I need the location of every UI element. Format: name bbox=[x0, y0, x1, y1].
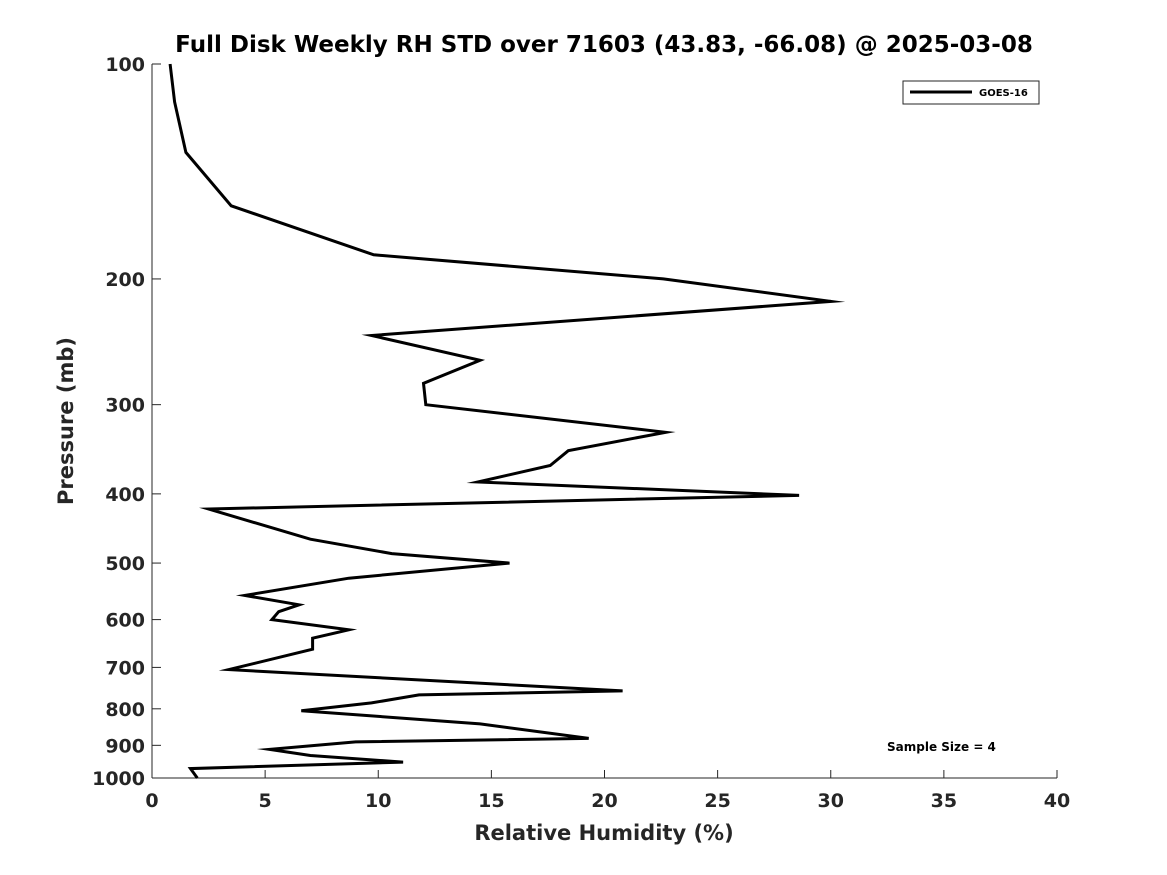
y-tick-label: 900 bbox=[105, 735, 145, 757]
y-tick-label: 200 bbox=[105, 269, 145, 291]
x-tick-label: 35 bbox=[931, 790, 957, 812]
x-axis-label: Relative Humidity (%) bbox=[474, 821, 733, 845]
chart-title: Full Disk Weekly RH STD over 71603 (43.8… bbox=[175, 32, 1033, 58]
x-tick-label: 0 bbox=[145, 790, 158, 812]
legend-entry-goes16: GOES-16 bbox=[979, 88, 1028, 99]
series-line-goes16 bbox=[168, 63, 846, 779]
x-tick-label: 20 bbox=[591, 790, 617, 812]
series-layer bbox=[168, 63, 846, 779]
x-tick-label: 5 bbox=[259, 790, 272, 812]
y-axis-label: Pressure (mb) bbox=[54, 337, 78, 505]
y-tick-label: 500 bbox=[105, 553, 145, 575]
y-tick-label: 300 bbox=[105, 395, 145, 417]
x-tick-label: 30 bbox=[818, 790, 844, 812]
x-tick-label: 10 bbox=[365, 790, 391, 812]
y-tick-label: 1000 bbox=[92, 768, 145, 790]
y-tick-label: 800 bbox=[105, 699, 145, 721]
sample-size-annotation: Sample Size = 4 bbox=[887, 740, 996, 754]
x-tick-label: 25 bbox=[704, 790, 730, 812]
legend: GOES-16 bbox=[902, 80, 1040, 105]
x-tick-label: 15 bbox=[478, 790, 504, 812]
x-ticks: 0 5 10 15 20 25 30 35 40 bbox=[145, 770, 1070, 812]
y-tick-label: 400 bbox=[105, 484, 145, 506]
x-tick-label: 40 bbox=[1044, 790, 1070, 812]
axes bbox=[151, 64, 1057, 779]
y-ticks: 100 200 300 400 500 600 700 800 900 1000 bbox=[92, 54, 161, 790]
y-tick-label: 100 bbox=[105, 54, 145, 76]
y-tick-label: 600 bbox=[105, 610, 145, 632]
y-tick-label: 700 bbox=[105, 657, 145, 679]
